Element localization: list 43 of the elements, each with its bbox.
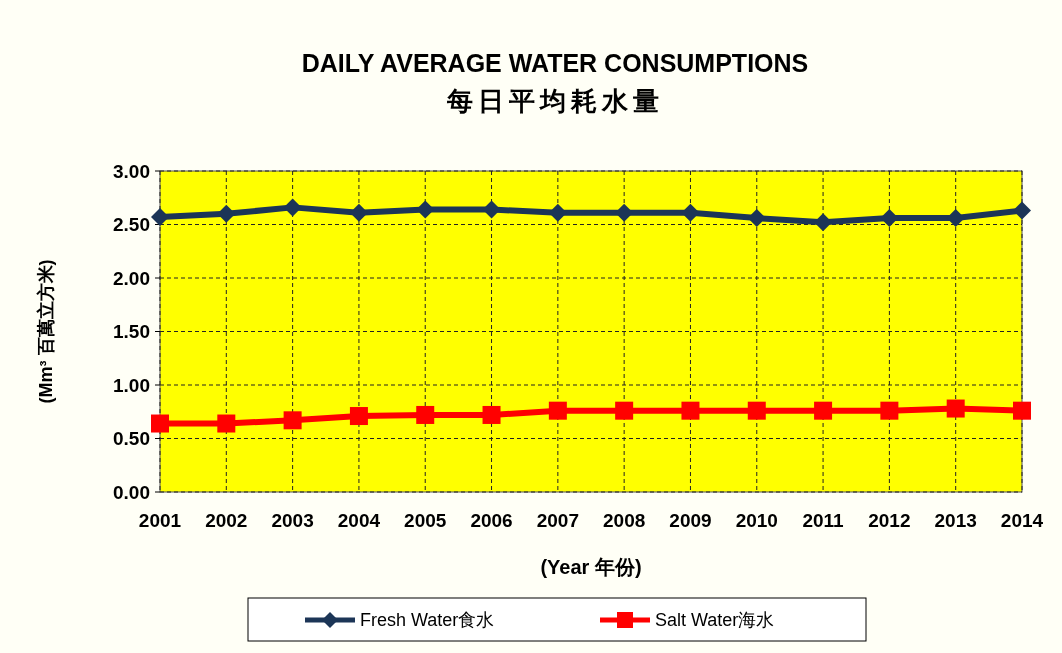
x-tick-label: 2014 <box>1000 510 1044 531</box>
x-tick-label: 2010 <box>735 510 778 531</box>
x-tick-label: 2002 <box>205 510 248 531</box>
y-tick-label: 2.50 <box>113 214 150 236</box>
x-axis-title: (Year 年份) <box>540 556 642 578</box>
x-tick-label: 2006 <box>470 510 513 531</box>
x-tick-label: 2013 <box>934 510 977 531</box>
point <box>349 407 368 426</box>
point <box>615 401 634 420</box>
point <box>1013 201 1031 220</box>
y-tick-label: 3.00 <box>113 160 150 182</box>
y-tick-label: 2.00 <box>113 267 150 289</box>
point <box>151 414 169 433</box>
point <box>548 401 567 420</box>
point <box>681 401 700 420</box>
x-tick-label: 2011 <box>802 510 845 531</box>
y-tick-label: 0.00 <box>113 481 150 503</box>
chart-title: DAILY AVERAGE WATER CONSUMPTIONS <box>301 49 809 77</box>
legend-label: Salt Water海水 <box>655 610 775 631</box>
point <box>416 405 435 424</box>
x-tick-label: 2009 <box>669 510 712 531</box>
x-tick-label: 2003 <box>271 510 314 531</box>
x-tick-label: 2012 <box>868 510 911 531</box>
x-tick-label: 2008 <box>603 510 646 531</box>
point <box>482 405 501 424</box>
x-tick-label: 2007 <box>536 510 579 531</box>
point <box>283 411 302 430</box>
point <box>217 414 236 433</box>
x-tick-label: 2004 <box>337 510 381 531</box>
x-tick-label: 2005 <box>404 510 447 531</box>
point <box>880 401 899 420</box>
y-tick-label: 1.50 <box>113 321 150 343</box>
chart-subtitle: 每日平均耗水量 <box>445 86 664 116</box>
point <box>946 399 965 418</box>
y-tick-label: 1.00 <box>113 374 150 396</box>
y-axis-title: (Mm³ 百萬立方米) <box>36 259 56 404</box>
x-tick-label: 2001 <box>138 510 182 531</box>
point <box>814 401 833 420</box>
y-tick-label: 0.50 <box>113 428 150 450</box>
point <box>1013 401 1031 420</box>
legend-label: Fresh Water食水 <box>360 610 495 631</box>
point <box>151 208 169 227</box>
point <box>747 401 766 420</box>
